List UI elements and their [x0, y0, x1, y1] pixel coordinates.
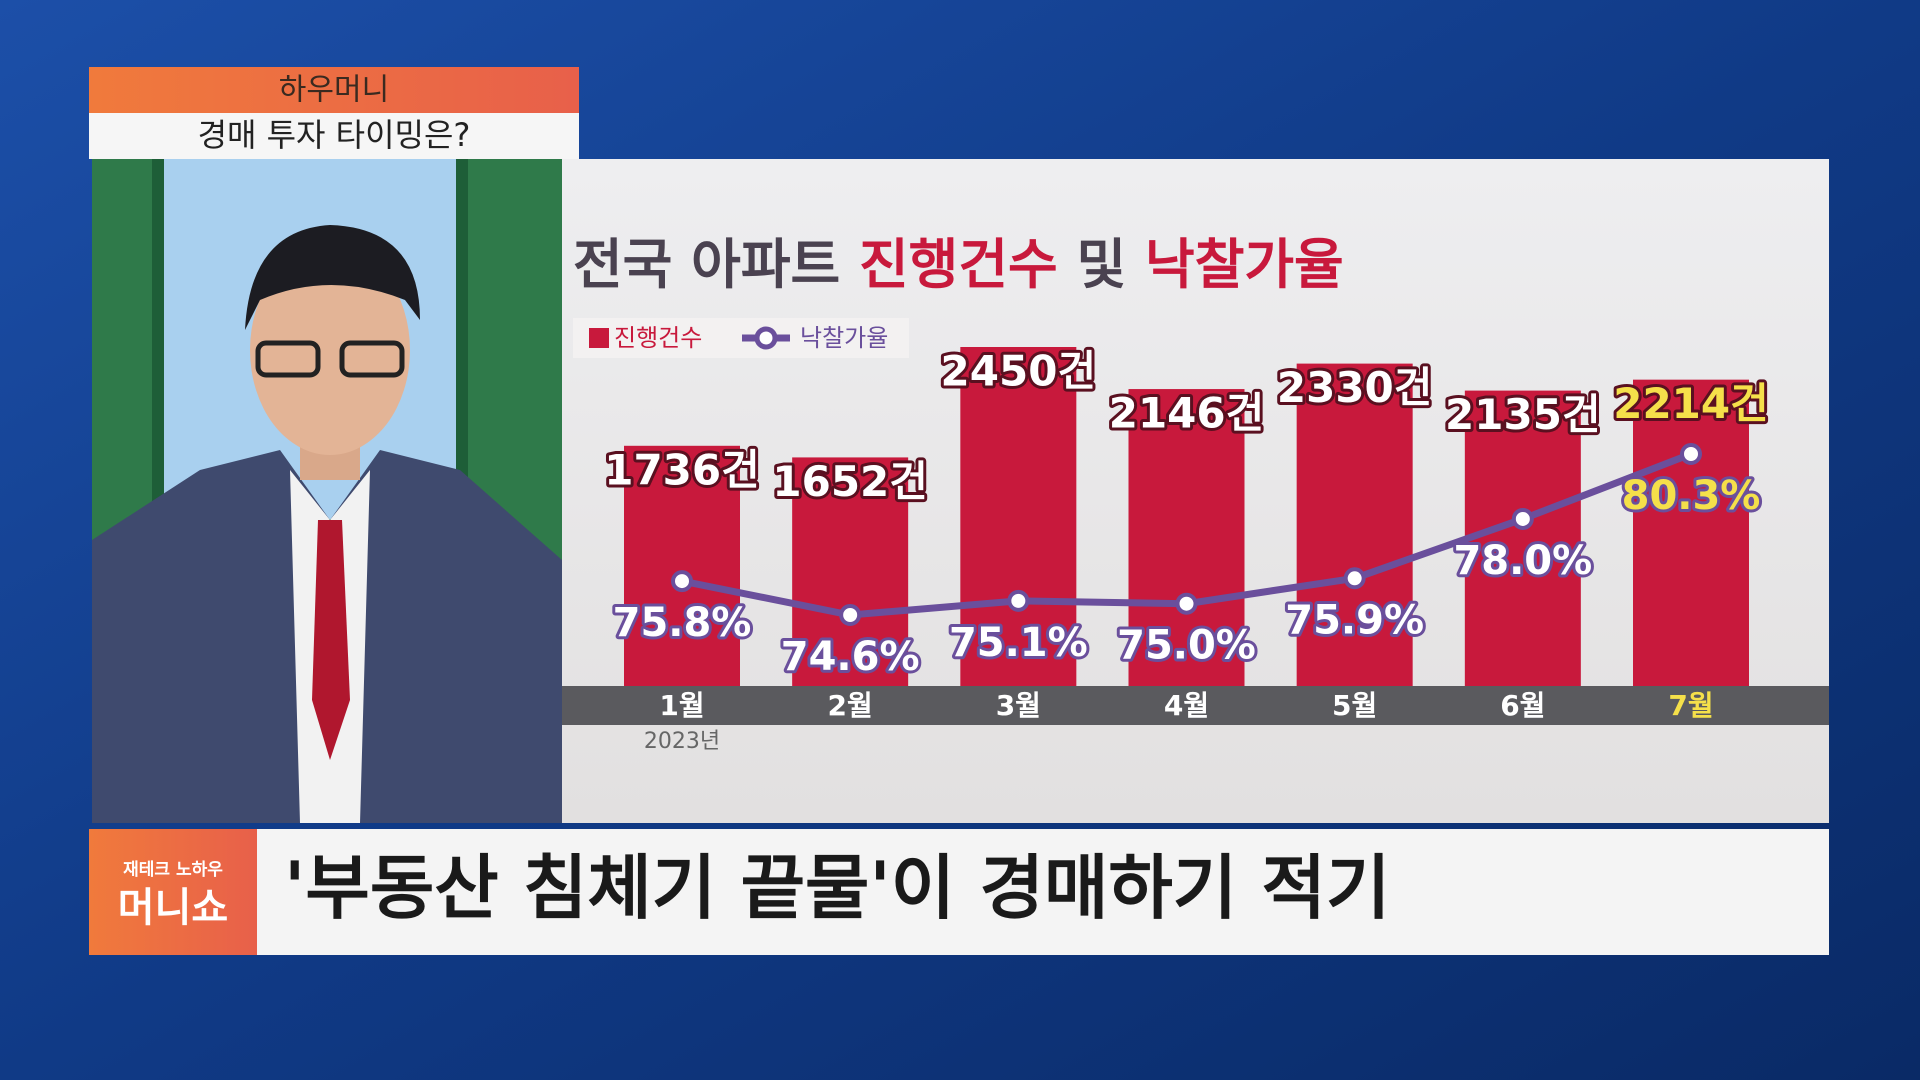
anchor-video [92, 159, 562, 823]
x-tick-label: 2월 [828, 689, 873, 722]
annotation: 2023년 [644, 729, 720, 754]
bar-value-label: 2146건 [1109, 389, 1265, 438]
bar [960, 347, 1077, 686]
chart-title: 전국 아파트 진행건수 및 낙찰가율 [573, 233, 1344, 296]
legend-label: 낙찰가율 [800, 324, 888, 352]
x-tick-label: 6월 [1500, 689, 1545, 722]
x-tick-label: 3월 [996, 689, 1041, 722]
bar [792, 457, 909, 686]
category-band [562, 686, 1829, 725]
plot: 진행건수 낙찰가율 1월 2월 3월 4월 5월 6월 7월 2023년 75.8% 74.6% 75.… [589, 324, 1772, 754]
line-value-label: 80.3% [1622, 473, 1761, 519]
bar-value-label: 2330건 [1277, 363, 1433, 412]
legend [573, 318, 909, 358]
line-point [1343, 567, 1366, 590]
line-value-label: 75.8% [613, 600, 752, 646]
program-tag: 하우머니 [279, 73, 389, 108]
line-value-label: 74.6% [781, 634, 920, 680]
line-value-label: 78.0% [1453, 538, 1592, 584]
legend-swatch [589, 328, 609, 348]
bar [624, 445, 740, 686]
logo-big: 머니쇼 [118, 885, 228, 931]
x-tick-label: 7월 [1668, 689, 1713, 722]
topic-box [89, 113, 579, 159]
line-point [1175, 592, 1198, 615]
line-point [1511, 507, 1534, 530]
program-topic: 경매 투자 타이밍은? [198, 116, 471, 154]
line-point [1680, 443, 1702, 465]
x-tick-label: 4월 [1164, 689, 1209, 722]
bar [1128, 389, 1245, 686]
line-point [671, 570, 693, 593]
bar-value-label: 1736건 [604, 445, 760, 494]
legend-label: 진행건수 [614, 324, 702, 352]
caption-box [89, 829, 1829, 955]
x-tick-label: 5월 [1332, 689, 1377, 722]
logo-small: 재테크 노하우 [123, 860, 223, 880]
headline: '부동산 침체기 끝물'이 경매하기 적기 [284, 847, 1390, 929]
line-value-label: 75.9% [1285, 597, 1424, 643]
bar [1464, 390, 1581, 686]
legend-swatch [754, 326, 778, 350]
line-point [1007, 589, 1030, 612]
logo-box [89, 829, 257, 955]
bar-value-label: 1652건 [772, 457, 928, 506]
tag-box [89, 67, 579, 113]
x-tick-label: 1월 [659, 689, 704, 722]
bar-value-label: 2135건 [1445, 390, 1601, 439]
bar-value-label: 2450건 [941, 347, 1097, 396]
bar [1296, 363, 1413, 686]
line-point [839, 604, 862, 626]
bar [1633, 379, 1749, 686]
bar-value-label: 2214건 [1613, 379, 1769, 428]
line-value-label: 75.0% [1117, 623, 1256, 669]
line-value-label: 75.1% [949, 620, 1088, 666]
